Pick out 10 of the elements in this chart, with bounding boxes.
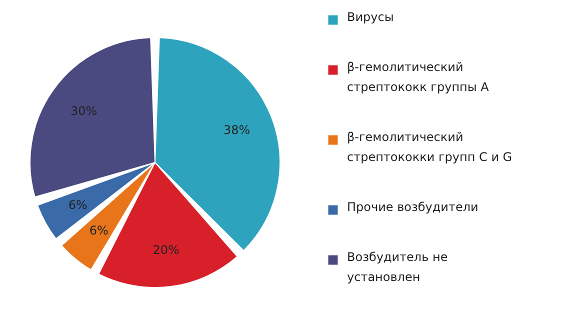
legend-label: Возбудитель не установлен [347, 250, 448, 284]
legend-label: β-гемолитический стрептококк группы А [347, 60, 490, 94]
data-label: 6% [89, 223, 108, 238]
data-label: 38% [223, 123, 250, 138]
data-label: 30% [70, 104, 98, 118]
data-label: 20% [152, 242, 180, 257]
data-label: 6% [68, 198, 88, 212]
legend-label: Прочие возбудители [347, 200, 478, 214]
legend-label: β-гемолитический стрептококки групп C и G [347, 130, 512, 164]
legend-label: Вирусы [347, 10, 394, 24]
